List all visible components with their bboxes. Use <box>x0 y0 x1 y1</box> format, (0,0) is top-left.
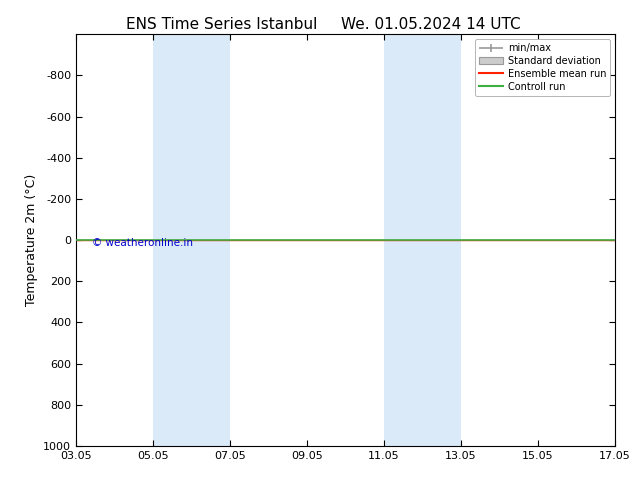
Legend: min/max, Standard deviation, Ensemble mean run, Controll run: min/max, Standard deviation, Ensemble me… <box>475 39 610 96</box>
Text: ENS Time Series Istanbul: ENS Time Series Istanbul <box>126 17 318 32</box>
Text: © weatheronline.in: © weatheronline.in <box>93 239 193 248</box>
Bar <box>153 34 230 446</box>
Text: We. 01.05.2024 14 UTC: We. 01.05.2024 14 UTC <box>341 17 521 32</box>
Bar <box>384 34 461 446</box>
Y-axis label: Temperature 2m (°C): Temperature 2m (°C) <box>25 174 37 306</box>
